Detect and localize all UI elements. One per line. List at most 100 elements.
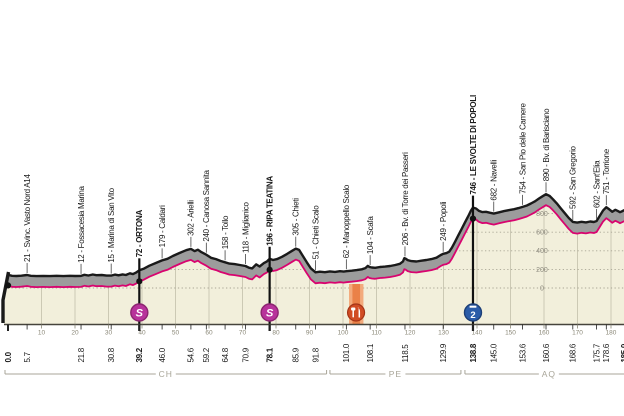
waypoint-label: 118 - Miglianico <box>241 202 250 253</box>
km-label: 185.0 <box>620 343 624 362</box>
province-label: PE <box>389 369 402 379</box>
elevation-tick-label: 600 <box>536 230 548 237</box>
km-label: 54.6 <box>187 347 196 362</box>
waypoint-label: 21 - Svinc. Vasto Nord A14 <box>23 174 32 263</box>
waypoint-dot <box>469 215 477 222</box>
sprint-symbol: S <box>136 307 144 319</box>
relief-band <box>8 194 624 288</box>
waypoint-label: 682 - Navelli <box>490 159 499 200</box>
waypoint-label: 240 - Canosa Sannita <box>202 169 211 241</box>
climb-cat2-marker: 2 <box>463 303 483 322</box>
climb-banner-icon <box>469 305 477 308</box>
waypoint-label: 51 - Chieti Scalo <box>311 205 320 259</box>
x-axis-tick-label: 70 <box>239 330 247 337</box>
x-axis-tick-label: 140 <box>472 330 483 337</box>
waypoint-label: 158 - Tollo <box>221 215 230 249</box>
km-label: 5.7 <box>23 351 32 362</box>
km-label: 78.1 <box>265 347 274 362</box>
x-axis-tick-label: 10 <box>38 330 46 337</box>
waypoint-dot <box>266 266 273 273</box>
km-label: 101.0 <box>342 343 351 362</box>
province-brackets: CH PE AQ <box>4 369 624 379</box>
x-axis-tick-label: 120 <box>405 330 416 337</box>
waypoint-label: 302 - Arielli <box>187 200 196 236</box>
waypoint-label: 15 - Marina di San Vito <box>107 187 116 262</box>
km-label: 160.6 <box>542 343 551 362</box>
km-label: 118.5 <box>401 344 410 363</box>
waypoint-label: 179 - Caldari <box>158 205 167 247</box>
km-label: 59.2 <box>202 347 211 362</box>
x-axis-tick-label: 110 <box>371 330 382 337</box>
x-axis-tick-label: 170 <box>572 330 583 337</box>
sprint-marker: S <box>260 303 279 322</box>
sprint-marker: S <box>130 303 149 322</box>
x-axis-tick-label: 80 <box>272 330 280 337</box>
x-axis-tick-label: 150 <box>505 330 516 337</box>
km-label: 91.8 <box>311 347 320 362</box>
waypoint-label: 602 - Sant'Elia <box>592 160 601 208</box>
km-label: 153.6 <box>518 343 527 362</box>
km-label: 64.8 <box>221 347 230 362</box>
waypoint-dot <box>136 278 143 285</box>
km-label: 46.0 <box>158 347 167 362</box>
waypoint-label: 72 - ORTONA <box>135 210 144 258</box>
x-axis-tick-label: 60 <box>205 330 213 337</box>
km-label: 30.8 <box>107 347 116 362</box>
route-markers: S S 2 <box>130 303 483 322</box>
km-label: 175.7 <box>592 343 601 362</box>
waypoint-label: 196 - RIPA TEATINA <box>265 176 274 246</box>
profile-top-line <box>7 192 624 278</box>
fork-knife-icon <box>351 307 361 318</box>
elevation-scale: 800 600 400 200 0 <box>536 211 548 292</box>
x-axis-tick-label: 180 <box>606 330 617 337</box>
km-label: 138.8 <box>469 343 478 362</box>
km-label: 85.9 <box>292 347 301 362</box>
km-label: 168.6 <box>569 343 578 362</box>
x-axis-tick-label: 30 <box>105 330 113 337</box>
province-label: CH <box>159 369 173 379</box>
km-label: 70.9 <box>241 347 250 362</box>
x-axis-ticks: 10 20 30 40 50 60 70 80 90 100 110 120 130 140 150 160 1… <box>38 324 617 337</box>
km-label: 129.9 <box>439 343 448 362</box>
km-label: 145.0 <box>490 343 499 362</box>
feed-zone-marker <box>346 303 366 322</box>
waypoint-label: 305 - Chieti <box>292 198 301 236</box>
province-label: AQ <box>542 369 556 379</box>
waypoint-label: 249 - Popoli <box>439 201 448 241</box>
x-axis-tick-label: 130 <box>438 330 449 337</box>
elevation-tick-label: 200 <box>536 267 548 274</box>
km-label: 21.8 <box>77 347 86 362</box>
elevation-tick-label: 400 <box>536 248 548 255</box>
waypoint-label: 62 - Manoppello Scalo <box>342 184 351 258</box>
waypoint-label: 754 - San Pio delle Camere <box>518 103 527 194</box>
waypoint-label: 890 - Bv. di Barisciano <box>542 108 551 181</box>
waypoints: 21 - Svinc. Vasto Nord A14 12 - Fossacesi… <box>4 95 611 331</box>
waypoint-label: 592 - San Gregorio <box>569 145 578 208</box>
elevation-tick-label: 0 <box>540 285 544 292</box>
km-label: 0.0 <box>4 351 13 362</box>
waypoint-label: 206 - Bv. di Torre dei Passeri <box>401 152 410 245</box>
elevation-tick-label: 800 <box>536 211 548 218</box>
waypoint-label: 104 - Scafa <box>366 216 375 254</box>
waypoint-dot <box>4 282 12 289</box>
sprint-symbol: S <box>266 307 274 319</box>
km-label: 108.1 <box>366 343 375 362</box>
x-axis-tick-label: 40 <box>138 330 146 337</box>
x-axis-tick-label: 100 <box>338 330 349 337</box>
km-label: 39.2 <box>135 347 144 362</box>
terrain-area <box>4 205 624 325</box>
waypoint-label: 746 - LE SVOLTE DI POPOLI <box>469 95 478 195</box>
start-edge <box>1 271 11 323</box>
x-axis-tick-label: 50 <box>172 330 180 337</box>
waypoint-label: 751 - Torrione <box>602 148 611 194</box>
x-axis-tick-label: 20 <box>71 330 79 337</box>
km-label: 178.6 <box>602 343 611 362</box>
route-line <box>7 204 624 289</box>
climb-category: 2 <box>470 310 475 321</box>
x-axis-tick-label: 160 <box>539 330 550 337</box>
x-axis-tick-label: 90 <box>306 330 314 337</box>
km-labels: 0.0 5.7 21.8 30.8 39.2 46.0 54.6 59.2 64.8 70.9 78… <box>4 324 624 363</box>
waypoint-label: 12 - Fossacesia Marina <box>77 185 86 262</box>
